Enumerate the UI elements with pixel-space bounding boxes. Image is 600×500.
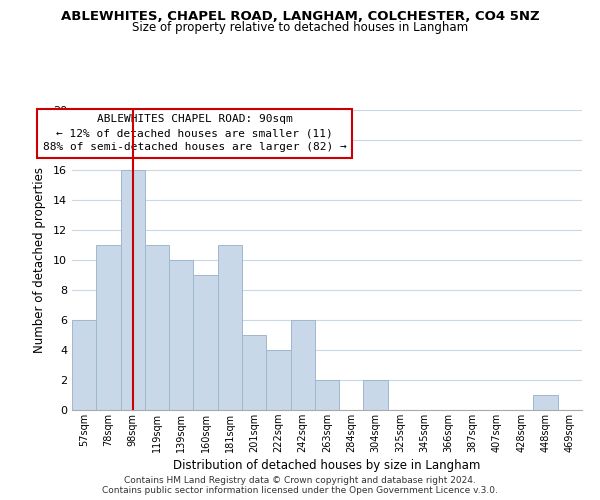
Bar bbox=[169, 260, 193, 410]
Y-axis label: Number of detached properties: Number of detached properties bbox=[33, 167, 46, 353]
Text: Contains public sector information licensed under the Open Government Licence v.: Contains public sector information licen… bbox=[102, 486, 498, 495]
Text: Size of property relative to detached houses in Langham: Size of property relative to detached ho… bbox=[132, 21, 468, 34]
Bar bbox=[145, 245, 169, 410]
Bar bbox=[266, 350, 290, 410]
X-axis label: Distribution of detached houses by size in Langham: Distribution of detached houses by size … bbox=[173, 459, 481, 472]
Bar bbox=[96, 245, 121, 410]
Text: ABLEWHITES, CHAPEL ROAD, LANGHAM, COLCHESTER, CO4 5NZ: ABLEWHITES, CHAPEL ROAD, LANGHAM, COLCHE… bbox=[61, 10, 539, 23]
Bar bbox=[315, 380, 339, 410]
Bar bbox=[290, 320, 315, 410]
Bar bbox=[121, 170, 145, 410]
Text: ABLEWHITES CHAPEL ROAD: 90sqm
← 12% of detached houses are smaller (11)
88% of s: ABLEWHITES CHAPEL ROAD: 90sqm ← 12% of d… bbox=[43, 114, 346, 152]
Bar bbox=[218, 245, 242, 410]
Bar bbox=[193, 275, 218, 410]
Bar bbox=[242, 335, 266, 410]
Bar bbox=[72, 320, 96, 410]
Text: Contains HM Land Registry data © Crown copyright and database right 2024.: Contains HM Land Registry data © Crown c… bbox=[124, 476, 476, 485]
Bar bbox=[533, 395, 558, 410]
Bar bbox=[364, 380, 388, 410]
